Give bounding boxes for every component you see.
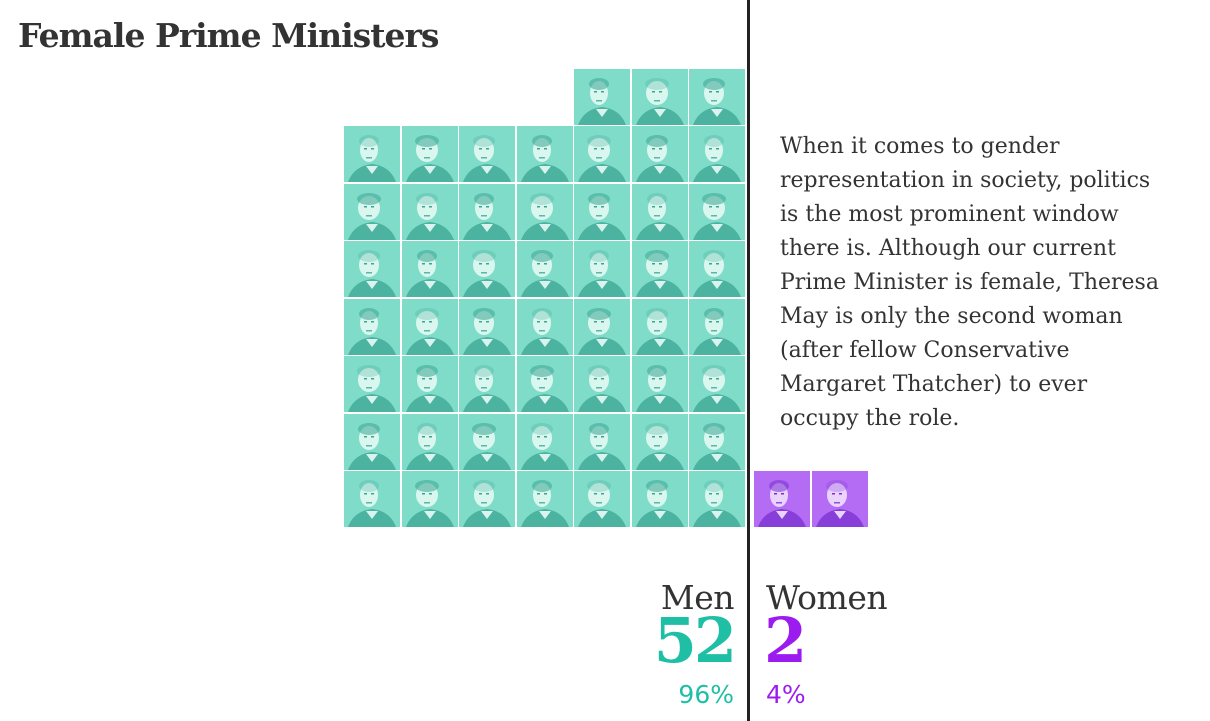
portrait-man: [689, 413, 745, 470]
portrait-man: [401, 126, 458, 182]
portrait-man: [516, 183, 573, 240]
portrait-man: [574, 126, 630, 182]
portrait-man: [459, 183, 515, 240]
portrait-man: [516, 471, 573, 527]
portrait-man: [574, 68, 630, 125]
portrait-man: [516, 356, 573, 412]
portrait-man: [689, 126, 745, 182]
portrait-man: [344, 413, 400, 470]
portrait-man: [344, 241, 400, 297]
portrait-man: [631, 126, 688, 182]
portrait-man: [574, 413, 630, 470]
portrait-man: [459, 126, 515, 182]
portrait-man: [401, 298, 458, 355]
portrait-man: [459, 298, 515, 355]
portrait-man: [574, 356, 630, 412]
portrait-man: [401, 241, 458, 297]
portrait-man: [631, 298, 688, 355]
portrait-man: [401, 413, 458, 470]
portrait-man: [459, 413, 515, 470]
women-label: Women: [766, 578, 888, 617]
portrait-man: [516, 126, 573, 182]
portrait-man: [516, 241, 573, 297]
women-count: 2: [764, 604, 807, 677]
portrait-man: [574, 471, 630, 527]
portrait-man: [689, 298, 745, 355]
portrait-man: [631, 471, 688, 527]
portrait-man: [689, 241, 745, 297]
body-text: When it comes to gender representation i…: [780, 134, 1159, 431]
portrait-man: [459, 471, 515, 527]
portrait-man: [689, 68, 745, 125]
portrait-man: [631, 356, 688, 412]
portrait-man: [344, 183, 400, 240]
chart-title: Female Prime Ministers: [18, 16, 439, 55]
portrait-man: [574, 183, 630, 240]
women-percent: 4%: [766, 680, 806, 709]
portrait-man: [459, 241, 515, 297]
portrait-man: [401, 356, 458, 412]
portrait-man: [631, 413, 688, 470]
portrait-man: [344, 126, 400, 182]
portrait-man: [631, 183, 688, 240]
portrait-man: [516, 413, 573, 470]
portrait-woman: [754, 471, 810, 527]
portrait-man: [344, 298, 400, 355]
portrait-man: [689, 183, 745, 240]
portrait-man: [631, 68, 688, 125]
portrait-man: [401, 471, 458, 527]
men-count: 52: [653, 604, 737, 677]
portrait-man: [459, 356, 515, 412]
portrait-man: [689, 356, 745, 412]
men-percent: 96%: [678, 680, 734, 709]
portrait-man: [344, 356, 400, 412]
portrait-man: [344, 471, 400, 527]
portrait-man: [574, 241, 630, 297]
men-label: Men: [660, 578, 735, 617]
portrait-man: [401, 183, 458, 240]
portrait-man: [516, 298, 573, 355]
portrait-man: [631, 241, 688, 297]
center-divider: [747, 0, 750, 721]
portrait-man: [574, 298, 630, 355]
portrait-man: [689, 471, 745, 527]
portrait-woman: [811, 471, 868, 527]
